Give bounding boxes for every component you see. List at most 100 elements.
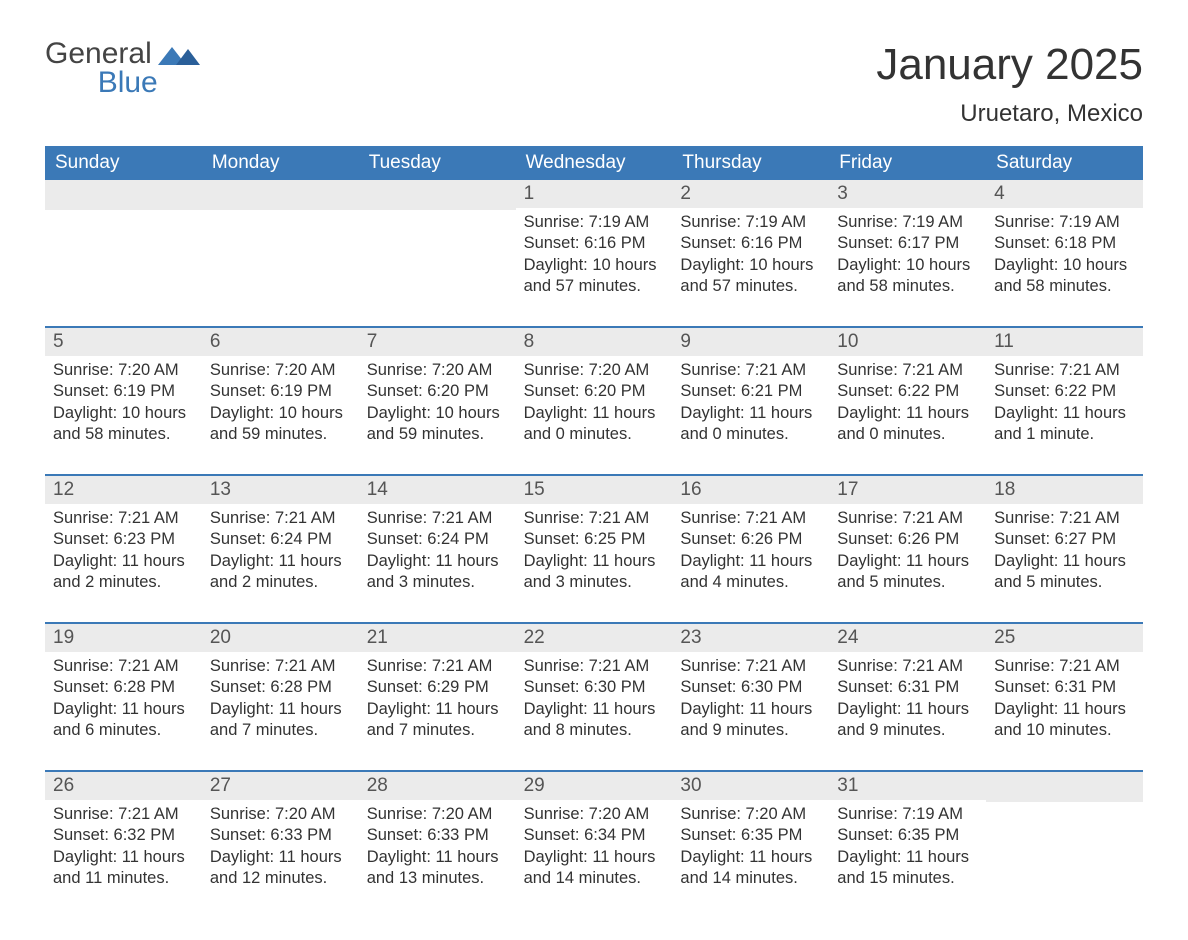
logo-text: General Blue [45, 40, 152, 97]
day-cell: 18Sunrise: 7:21 AMSunset: 6:27 PMDayligh… [986, 476, 1143, 604]
sunrise-line: Sunrise: 7:21 AM [837, 360, 978, 381]
sunset-line: Sunset: 6:30 PM [524, 677, 665, 698]
day-body: Sunrise: 7:21 AMSunset: 6:22 PMDaylight:… [829, 356, 986, 450]
day-number: 27 [202, 772, 359, 800]
sunset-line: Sunset: 6:35 PM [837, 825, 978, 846]
day-cell [986, 772, 1143, 900]
day-number: 15 [516, 476, 673, 504]
empty-day-header [986, 772, 1143, 802]
day-cell: 21Sunrise: 7:21 AMSunset: 6:29 PMDayligh… [359, 624, 516, 752]
daylight-line: Daylight: 10 hours and 59 minutes. [210, 403, 351, 446]
day-number: 8 [516, 328, 673, 356]
sunset-line: Sunset: 6:19 PM [210, 381, 351, 402]
header: General Blue January 2025 Uruetaro, Mexi… [45, 40, 1143, 128]
daylight-line: Daylight: 11 hours and 7 minutes. [210, 699, 351, 742]
sunset-line: Sunset: 6:19 PM [53, 381, 194, 402]
sunrise-line: Sunrise: 7:21 AM [837, 508, 978, 529]
logo-general: General [45, 40, 152, 69]
day-number: 25 [986, 624, 1143, 652]
day-number: 18 [986, 476, 1143, 504]
day-cell: 12Sunrise: 7:21 AMSunset: 6:23 PMDayligh… [45, 476, 202, 604]
day-number: 14 [359, 476, 516, 504]
day-cell: 23Sunrise: 7:21 AMSunset: 6:30 PMDayligh… [672, 624, 829, 752]
day-body: Sunrise: 7:21 AMSunset: 6:28 PMDaylight:… [45, 652, 202, 746]
day-body: Sunrise: 7:19 AMSunset: 6:35 PMDaylight:… [829, 800, 986, 894]
sunset-line: Sunset: 6:22 PM [994, 381, 1135, 402]
daylight-line: Daylight: 11 hours and 3 minutes. [524, 551, 665, 594]
day-body: Sunrise: 7:21 AMSunset: 6:31 PMDaylight:… [986, 652, 1143, 746]
sunrise-line: Sunrise: 7:21 AM [53, 508, 194, 529]
sunset-line: Sunset: 6:31 PM [837, 677, 978, 698]
day-cell: 28Sunrise: 7:20 AMSunset: 6:33 PMDayligh… [359, 772, 516, 900]
sunrise-line: Sunrise: 7:20 AM [524, 360, 665, 381]
day-body: Sunrise: 7:20 AMSunset: 6:33 PMDaylight:… [202, 800, 359, 894]
day-cell: 14Sunrise: 7:21 AMSunset: 6:24 PMDayligh… [359, 476, 516, 604]
day-cell: 4Sunrise: 7:19 AMSunset: 6:18 PMDaylight… [986, 180, 1143, 308]
day-body: Sunrise: 7:21 AMSunset: 6:29 PMDaylight:… [359, 652, 516, 746]
calendar: SundayMondayTuesdayWednesdayThursdayFrid… [45, 146, 1143, 900]
day-body: Sunrise: 7:21 AMSunset: 6:24 PMDaylight:… [202, 504, 359, 598]
sunset-line: Sunset: 6:33 PM [210, 825, 351, 846]
logo: General Blue [45, 40, 200, 97]
daylight-line: Daylight: 11 hours and 0 minutes. [524, 403, 665, 446]
sunrise-line: Sunrise: 7:19 AM [680, 212, 821, 233]
daylight-line: Daylight: 11 hours and 14 minutes. [680, 847, 821, 890]
day-body: Sunrise: 7:21 AMSunset: 6:24 PMDaylight:… [359, 504, 516, 598]
sunset-line: Sunset: 6:22 PM [837, 381, 978, 402]
day-body: Sunrise: 7:21 AMSunset: 6:23 PMDaylight:… [45, 504, 202, 598]
daylight-line: Daylight: 11 hours and 3 minutes. [367, 551, 508, 594]
day-number: 22 [516, 624, 673, 652]
day-cell: 30Sunrise: 7:20 AMSunset: 6:35 PMDayligh… [672, 772, 829, 900]
sunrise-line: Sunrise: 7:21 AM [524, 508, 665, 529]
day-cell: 1Sunrise: 7:19 AMSunset: 6:16 PMDaylight… [516, 180, 673, 308]
day-number: 16 [672, 476, 829, 504]
daylight-line: Daylight: 11 hours and 11 minutes. [53, 847, 194, 890]
sunrise-line: Sunrise: 7:21 AM [680, 360, 821, 381]
daylight-line: Daylight: 11 hours and 13 minutes. [367, 847, 508, 890]
sunrise-line: Sunrise: 7:21 AM [680, 656, 821, 677]
sunset-line: Sunset: 6:20 PM [524, 381, 665, 402]
day-body: Sunrise: 7:20 AMSunset: 6:35 PMDaylight:… [672, 800, 829, 894]
week-row: 5Sunrise: 7:20 AMSunset: 6:19 PMDaylight… [45, 326, 1143, 456]
week-row: 1Sunrise: 7:19 AMSunset: 6:16 PMDaylight… [45, 180, 1143, 308]
empty-day-header [202, 180, 359, 210]
day-body: Sunrise: 7:21 AMSunset: 6:22 PMDaylight:… [986, 356, 1143, 450]
day-number: 4 [986, 180, 1143, 208]
day-number: 20 [202, 624, 359, 652]
day-number: 26 [45, 772, 202, 800]
sunset-line: Sunset: 6:17 PM [837, 233, 978, 254]
day-number: 12 [45, 476, 202, 504]
week-row: 26Sunrise: 7:21 AMSunset: 6:32 PMDayligh… [45, 770, 1143, 900]
daylight-line: Daylight: 11 hours and 9 minutes. [680, 699, 821, 742]
day-cell: 16Sunrise: 7:21 AMSunset: 6:26 PMDayligh… [672, 476, 829, 604]
empty-day-header [359, 180, 516, 210]
sunrise-line: Sunrise: 7:19 AM [994, 212, 1135, 233]
day-body: Sunrise: 7:20 AMSunset: 6:19 PMDaylight:… [45, 356, 202, 450]
title-group: January 2025 Uruetaro, Mexico [876, 40, 1143, 128]
sunset-line: Sunset: 6:25 PM [524, 529, 665, 550]
day-cell: 27Sunrise: 7:20 AMSunset: 6:33 PMDayligh… [202, 772, 359, 900]
day-body: Sunrise: 7:21 AMSunset: 6:27 PMDaylight:… [986, 504, 1143, 598]
sunset-line: Sunset: 6:32 PM [53, 825, 194, 846]
day-body: Sunrise: 7:21 AMSunset: 6:31 PMDaylight:… [829, 652, 986, 746]
sunrise-line: Sunrise: 7:21 AM [53, 656, 194, 677]
sunset-line: Sunset: 6:23 PM [53, 529, 194, 550]
daylight-line: Daylight: 11 hours and 1 minute. [994, 403, 1135, 446]
day-number: 13 [202, 476, 359, 504]
daylight-line: Daylight: 10 hours and 58 minutes. [53, 403, 194, 446]
day-cell: 20Sunrise: 7:21 AMSunset: 6:28 PMDayligh… [202, 624, 359, 752]
day-body: Sunrise: 7:21 AMSunset: 6:28 PMDaylight:… [202, 652, 359, 746]
day-body: Sunrise: 7:20 AMSunset: 6:34 PMDaylight:… [516, 800, 673, 894]
day-body: Sunrise: 7:19 AMSunset: 6:18 PMDaylight:… [986, 208, 1143, 302]
daylight-line: Daylight: 10 hours and 58 minutes. [994, 255, 1135, 298]
day-number: 10 [829, 328, 986, 356]
day-cell: 3Sunrise: 7:19 AMSunset: 6:17 PMDaylight… [829, 180, 986, 308]
day-number: 21 [359, 624, 516, 652]
daylight-line: Daylight: 10 hours and 57 minutes. [524, 255, 665, 298]
day-body: Sunrise: 7:19 AMSunset: 6:16 PMDaylight:… [672, 208, 829, 302]
sunrise-line: Sunrise: 7:21 AM [994, 360, 1135, 381]
day-cell: 7Sunrise: 7:20 AMSunset: 6:20 PMDaylight… [359, 328, 516, 456]
day-cell: 26Sunrise: 7:21 AMSunset: 6:32 PMDayligh… [45, 772, 202, 900]
sunrise-line: Sunrise: 7:20 AM [210, 804, 351, 825]
weekday-header: Sunday [45, 146, 202, 180]
